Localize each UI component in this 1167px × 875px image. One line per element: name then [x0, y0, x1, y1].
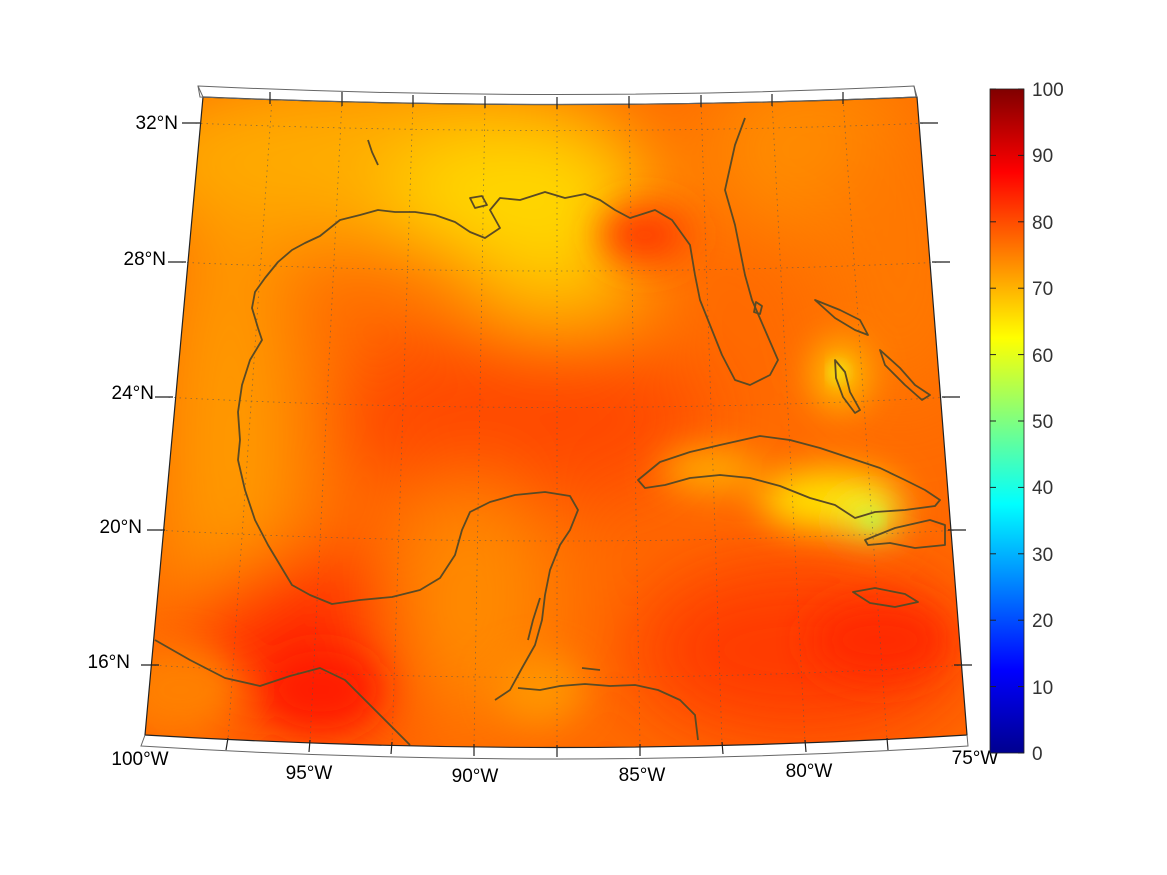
lon-label-75: 75°W: [952, 748, 999, 769]
lon-label-85: 85°W: [619, 765, 666, 786]
graticule: [148, 98, 967, 747]
colorbar-label-80: 80: [1032, 213, 1053, 234]
frame-ticks: [141, 92, 972, 757]
lon-label-95: 95°W: [286, 763, 333, 784]
colorbar-label-0: 0: [1032, 744, 1043, 765]
colorbar-label-30: 30: [1032, 545, 1053, 566]
longitude-labels: 100°W 95°W 90°W 85°W 80°W 75°W: [111, 748, 998, 787]
colorbar-label-70: 70: [1032, 279, 1053, 300]
colorbar-label-10: 10: [1032, 678, 1053, 699]
colorbar-label-60: 60: [1032, 346, 1053, 367]
lat-label-16: 16°N: [88, 652, 130, 673]
lon-label-100: 100°W: [111, 749, 168, 770]
colorbar-ticks: [990, 88, 1024, 754]
lat-label-24: 24°N: [112, 383, 154, 404]
heatmap-field: [145, 97, 967, 748]
latitude-labels: 32°N 28°N 24°N 20°N 16°N: [88, 113, 178, 673]
colorbar-label-40: 40: [1032, 478, 1053, 499]
lat-label-32: 32°N: [136, 113, 178, 134]
colorbar-label-90: 90: [1032, 146, 1053, 167]
colorbar-label-20: 20: [1032, 611, 1053, 632]
colorbar-label-50: 50: [1032, 412, 1053, 433]
lat-label-20: 20°N: [100, 517, 142, 538]
lon-label-80: 80°W: [786, 761, 833, 782]
lon-label-90: 90°W: [452, 766, 499, 787]
coastlines: [154, 117, 946, 746]
colorbar-label-100: 100: [1032, 80, 1064, 101]
lat-label-28: 28°N: [124, 249, 166, 270]
colorbar-labels: 100 90 80 70 60 50 40 30 20 10 0: [1032, 80, 1064, 765]
colorbar: 100 90 80 70 60 50 40 30 20 10 0: [989, 80, 1064, 765]
